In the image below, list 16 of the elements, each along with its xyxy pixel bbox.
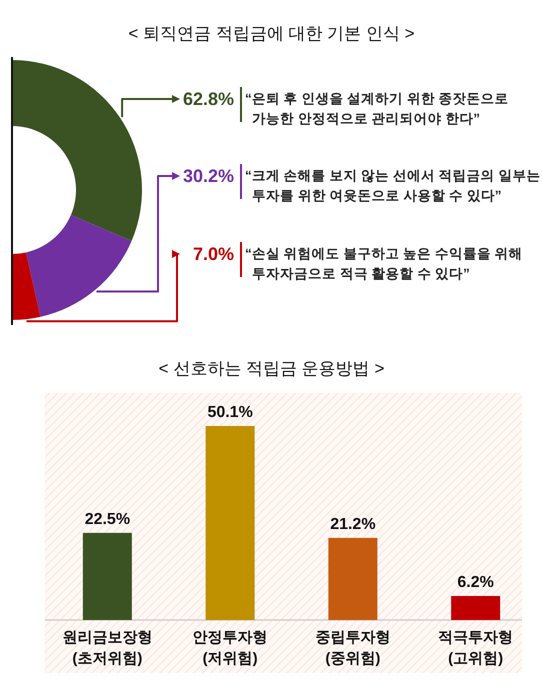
data-label: 6.2% (457, 574, 494, 591)
slice-label: “은퇴 후 인생을 설계하기 위한 종잣돈으로 가능한 안정적으로 관리되어야 한다” (245, 90, 510, 128)
slice-label: “손실 위험에도 불구하고 높은 수익률을 위해 투자자금으로 적극 활용할 수 있다” (245, 245, 524, 283)
data-label: 22.5% (84, 510, 130, 528)
x-tick-label: 중립투자형 (중위험) (315, 629, 390, 667)
slice-label: “크게 손해를 보지 않는 선에서 적립금의 일부는 투자를 위한 여윳돈으로 사용할 수 있다” (245, 167, 542, 205)
data-label: 21.2% (330, 516, 376, 533)
x-tick-label: 적극투자형 (고위험) (438, 629, 514, 667)
data-label: 62.8% (182, 89, 234, 109)
x-tick-label: 안정투자형 (저위험) (192, 629, 268, 667)
data-label: 50.1% (207, 404, 253, 421)
chart-title: < 퇴직연금 적립금에 대한 기본 인식 > (127, 23, 416, 45)
x-tick-label: 원리금보장형 (초저위험) (62, 629, 152, 667)
chart-title: < 선호하는 적립금 운용방법 > (158, 358, 386, 380)
data-label: 30.2% (182, 166, 234, 186)
data-label: 7.0% (192, 244, 234, 264)
